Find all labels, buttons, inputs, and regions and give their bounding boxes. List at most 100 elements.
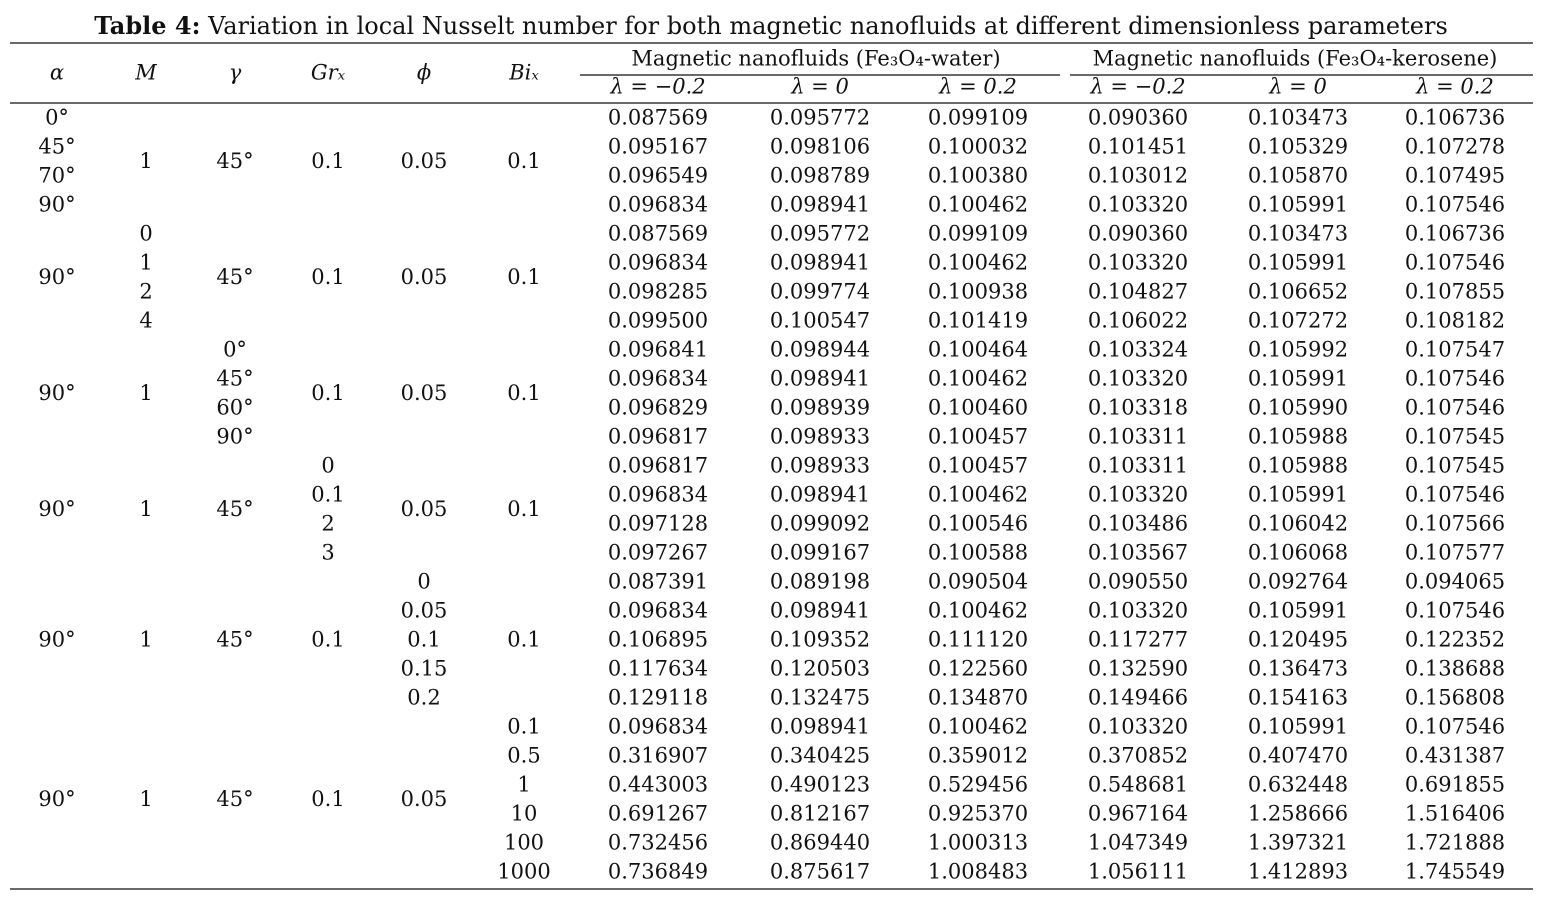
group-header: Magnetic nanofluids (Fe₃O₄-kerosene) <box>1093 47 1498 71</box>
param-value: 0 <box>139 222 152 246</box>
param-value: 90° <box>38 193 75 217</box>
param-value: 10 <box>511 802 538 826</box>
nusselt-value: 0.096549 <box>608 164 708 188</box>
nusselt-value: 0.108182 <box>1405 309 1505 333</box>
nusselt-value: 0.548681 <box>1088 773 1188 797</box>
nusselt-value: 0.925370 <box>928 802 1028 826</box>
param-value: 100 <box>504 831 544 855</box>
nusselt-value: 0.103320 <box>1088 483 1188 507</box>
nusselt-value: 0.103311 <box>1088 454 1188 478</box>
param-value: 2 <box>321 512 334 536</box>
nusselt-value: 0.812167 <box>770 802 870 826</box>
nusselt-value: 0.106068 <box>1248 541 1348 565</box>
nusselt-value: 0.098933 <box>770 425 870 449</box>
nusselt-value: 1.397321 <box>1248 831 1348 855</box>
nusselt-value: 0.099774 <box>770 280 870 304</box>
nusselt-value: 0.103318 <box>1088 396 1188 420</box>
nusselt-value: 0.136473 <box>1248 657 1348 681</box>
param-value: 45° <box>216 497 253 521</box>
nusselt-value: 0.096834 <box>608 193 708 217</box>
param-value: 0.1 <box>507 628 540 652</box>
nusselt-value: 0.100462 <box>928 599 1028 623</box>
nusselt-value: 1.745549 <box>1405 860 1505 884</box>
nusselt-value: 0.105992 <box>1248 338 1348 362</box>
caption-label: Table 4: <box>94 11 200 40</box>
nusselt-value: 0.095772 <box>770 106 870 130</box>
table-caption: Table 4: Variation in local Nusselt numb… <box>94 11 1448 40</box>
nusselt-value: 1.258666 <box>1248 802 1348 826</box>
nusselt-value: 0.097128 <box>608 512 708 536</box>
param-value: 45° <box>216 787 253 811</box>
nusselt-value: 0.098939 <box>770 396 870 420</box>
nusselt-value: 0.691267 <box>608 802 708 826</box>
nusselt-value: 0.107855 <box>1405 280 1505 304</box>
nusselt-value: 0.967164 <box>1088 802 1188 826</box>
nusselt-value: 0.875617 <box>770 860 870 884</box>
nusselt-value: 0.107278 <box>1405 135 1505 159</box>
nusselt-value: 0.100462 <box>928 251 1028 275</box>
nusselt-value: 0.098789 <box>770 164 870 188</box>
param-value: 0.2 <box>407 686 440 710</box>
param-value: 45° <box>216 367 253 391</box>
column-header: α <box>50 61 64 85</box>
param-value: 0 <box>321 454 334 478</box>
nusselt-value: 0.105991 <box>1248 599 1348 623</box>
nusselt-value: 1.000313 <box>928 831 1028 855</box>
param-value: 90° <box>38 628 75 652</box>
column-header: ϕ <box>417 61 431 85</box>
nusselt-value: 0.096834 <box>608 599 708 623</box>
nusselt-value: 1.056111 <box>1088 860 1188 884</box>
nusselt-value: 0.134870 <box>928 686 1028 710</box>
nusselt-value: 0.099500 <box>608 309 708 333</box>
nusselt-value: 0.090550 <box>1088 570 1188 594</box>
column-header: Biₓ <box>508 61 539 85</box>
nusselt-value: 0.103311 <box>1088 425 1188 449</box>
param-value: 0.05 <box>401 599 448 623</box>
lambda-header: λ = −0.2 <box>1089 75 1185 99</box>
param-value: 60° <box>216 396 253 420</box>
nusselt-value: 0.092764 <box>1248 570 1348 594</box>
nusselt-value: 0.090504 <box>928 570 1028 594</box>
nusselt-value: 0.122352 <box>1405 628 1505 652</box>
nusselt-value: 0.138688 <box>1405 657 1505 681</box>
nusselt-value: 0.107566 <box>1405 512 1505 536</box>
param-value: 0.1 <box>311 787 344 811</box>
nusselt-value: 0.105329 <box>1248 135 1348 159</box>
nusselt-value: 0.154163 <box>1248 686 1348 710</box>
nusselt-value: 0.122560 <box>928 657 1028 681</box>
nusselt-value: 1.047349 <box>1088 831 1188 855</box>
nusselt-value: 0.098106 <box>770 135 870 159</box>
param-value: 0.1 <box>311 381 344 405</box>
nusselt-value: 0.691855 <box>1405 773 1505 797</box>
nusselt-value: 0.109352 <box>770 628 870 652</box>
nusselt-value: 0.094065 <box>1405 570 1505 594</box>
nusselt-value: 0.103567 <box>1088 541 1188 565</box>
nusselt-value: 0.632448 <box>1248 773 1348 797</box>
param-value: 3 <box>321 541 334 565</box>
nusselt-value: 0.105870 <box>1248 164 1348 188</box>
nusselt-value: 0.106022 <box>1088 309 1188 333</box>
nusselt-value: 0.100938 <box>928 280 1028 304</box>
nusselt-value: 0.107495 <box>1405 164 1505 188</box>
nusselt-value: 0.529456 <box>928 773 1028 797</box>
nusselt-value: 0.107545 <box>1405 425 1505 449</box>
nusselt-value: 0.100462 <box>928 193 1028 217</box>
nusselt-value: 0.132590 <box>1088 657 1188 681</box>
nusselt-value: 0.098941 <box>770 193 870 217</box>
nusselt-value: 0.431387 <box>1405 744 1505 768</box>
nusselt-value: 0.117634 <box>608 657 708 681</box>
param-value: 0.1 <box>407 628 440 652</box>
nusselt-value: 0.089198 <box>770 570 870 594</box>
nusselt-value: 0.129118 <box>608 686 708 710</box>
nusselt-value: 0.107272 <box>1248 309 1348 333</box>
nusselt-value: 0.107546 <box>1405 193 1505 217</box>
nusselt-value: 0.100464 <box>928 338 1028 362</box>
nusselt-value: 0.098941 <box>770 251 870 275</box>
column-header: M <box>134 61 157 85</box>
nusselt-value: 0.090360 <box>1088 106 1188 130</box>
param-value: 90° <box>38 381 75 405</box>
param-value: 0.1 <box>311 628 344 652</box>
nusselt-value: 0.107547 <box>1405 338 1505 362</box>
nusselt-value: 1.412893 <box>1248 860 1348 884</box>
nusselt-value: 0.107546 <box>1405 483 1505 507</box>
